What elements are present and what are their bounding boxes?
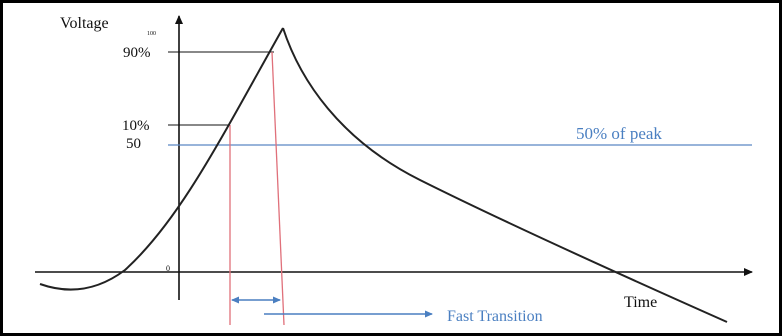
origin-label: 0 bbox=[166, 264, 170, 273]
level-50-label: 50 bbox=[126, 136, 141, 152]
fast-transition-label: Fast Transition bbox=[447, 308, 543, 325]
rising-edge-curve bbox=[39, 27, 284, 291]
y-axis-label: Voltage bbox=[60, 15, 109, 32]
decay-curve bbox=[282, 27, 728, 323]
level-90-label: 90% bbox=[123, 45, 151, 61]
half-peak-label: 50% of peak bbox=[576, 124, 662, 143]
level-10-label: 10% bbox=[122, 118, 150, 134]
x-axis-label: Time bbox=[624, 294, 657, 311]
marker-line-90 bbox=[271, 51, 285, 326]
y-axis-small-label: 100 bbox=[147, 31, 156, 37]
